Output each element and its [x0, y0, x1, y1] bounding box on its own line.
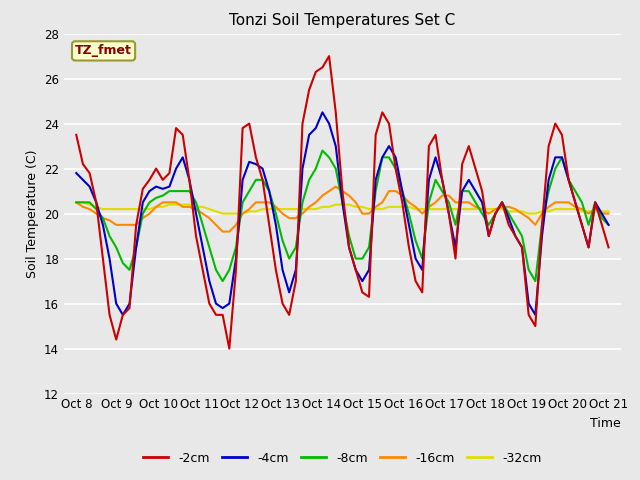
-2cm — [564, 177, 572, 183]
-2cm — [325, 53, 333, 59]
-8cm — [219, 278, 227, 284]
-32cm — [538, 208, 546, 214]
-16cm — [545, 204, 552, 210]
-16cm — [564, 200, 572, 205]
-4cm — [518, 244, 526, 250]
-8cm — [72, 200, 80, 205]
Line: -32cm: -32cm — [76, 203, 609, 214]
-8cm — [605, 222, 612, 228]
-16cm — [478, 206, 486, 212]
-4cm — [605, 222, 612, 228]
-16cm — [518, 211, 526, 216]
Line: -16cm: -16cm — [76, 187, 609, 231]
-4cm — [72, 170, 80, 176]
-16cm — [605, 211, 612, 216]
Y-axis label: Soil Temperature (C): Soil Temperature (C) — [26, 149, 38, 278]
-8cm — [564, 177, 572, 183]
-2cm — [545, 143, 552, 149]
-4cm — [319, 109, 326, 115]
-16cm — [72, 200, 80, 205]
-8cm — [518, 233, 526, 239]
-2cm — [419, 289, 426, 295]
-8cm — [319, 148, 326, 154]
-2cm — [225, 346, 233, 351]
-8cm — [478, 211, 486, 216]
-4cm — [419, 267, 426, 273]
-2cm — [478, 188, 486, 194]
Line: -8cm: -8cm — [76, 151, 609, 281]
-32cm — [472, 206, 479, 212]
-4cm — [564, 177, 572, 183]
-32cm — [72, 200, 80, 205]
-32cm — [558, 206, 566, 212]
X-axis label: Time: Time — [590, 417, 621, 430]
Line: -4cm: -4cm — [76, 112, 609, 315]
-16cm — [219, 228, 227, 234]
Title: Tonzi Soil Temperatures Set C: Tonzi Soil Temperatures Set C — [229, 13, 456, 28]
-8cm — [419, 256, 426, 262]
-4cm — [378, 155, 386, 160]
-16cm — [419, 211, 426, 216]
-16cm — [378, 200, 386, 205]
-32cm — [219, 211, 227, 216]
Line: -2cm: -2cm — [76, 56, 609, 348]
-4cm — [545, 177, 552, 183]
-8cm — [378, 155, 386, 160]
-32cm — [372, 206, 380, 212]
-4cm — [119, 312, 127, 318]
-32cm — [511, 208, 519, 214]
-8cm — [545, 188, 552, 194]
Text: TZ_fmet: TZ_fmet — [75, 44, 132, 58]
Legend: -2cm, -4cm, -8cm, -16cm, -32cm: -2cm, -4cm, -8cm, -16cm, -32cm — [138, 447, 547, 469]
-32cm — [605, 208, 612, 214]
-4cm — [478, 200, 486, 205]
-2cm — [378, 109, 386, 115]
-2cm — [72, 132, 80, 138]
-2cm — [518, 244, 526, 250]
-32cm — [412, 206, 419, 212]
-2cm — [605, 244, 612, 250]
-16cm — [332, 184, 340, 190]
